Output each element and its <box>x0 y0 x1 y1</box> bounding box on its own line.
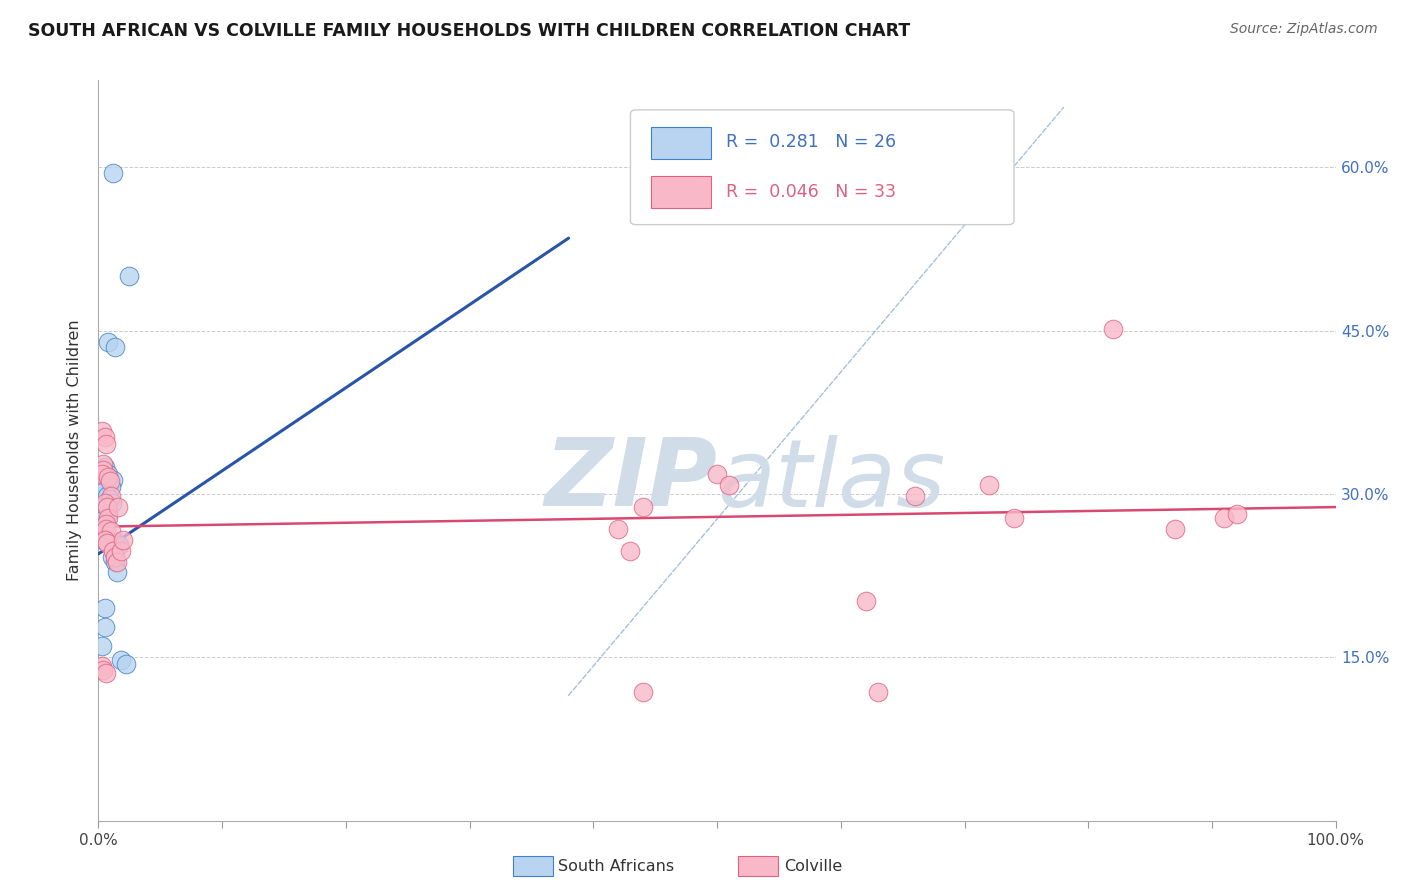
Point <box>105 555 128 569</box>
Point <box>93 601 115 615</box>
Point <box>1164 522 1187 536</box>
Point <box>96 500 118 514</box>
Point <box>96 536 118 550</box>
Point <box>103 473 125 487</box>
Point <box>108 538 131 552</box>
Point <box>93 511 115 525</box>
Point <box>107 500 129 514</box>
Point <box>105 566 128 580</box>
Point <box>904 489 927 503</box>
FancyBboxPatch shape <box>651 127 711 160</box>
Point <box>93 457 115 471</box>
Point <box>93 463 115 477</box>
Point <box>91 424 114 438</box>
Point <box>101 496 124 510</box>
FancyBboxPatch shape <box>651 176 711 209</box>
Point <box>103 543 125 558</box>
Text: SOUTH AFRICAN VS COLVILLE FAMILY HOUSEHOLDS WITH CHILDREN CORRELATION CHART: SOUTH AFRICAN VS COLVILLE FAMILY HOUSEHO… <box>28 22 910 40</box>
Point <box>631 500 654 514</box>
Point <box>1002 511 1025 525</box>
Point <box>97 511 120 525</box>
Text: Source: ZipAtlas.com: Source: ZipAtlas.com <box>1230 22 1378 37</box>
Point <box>100 489 122 503</box>
Point <box>93 533 115 547</box>
Point <box>97 469 120 483</box>
Point <box>112 533 135 547</box>
Point <box>100 481 122 495</box>
Point <box>93 620 115 634</box>
Point <box>103 550 125 565</box>
FancyBboxPatch shape <box>630 110 1014 225</box>
Point <box>101 550 124 565</box>
Point <box>855 593 877 607</box>
Point <box>979 478 1001 492</box>
Point <box>706 467 728 482</box>
Point <box>114 657 136 671</box>
Text: R =  0.046   N = 33: R = 0.046 N = 33 <box>725 183 896 201</box>
Point <box>619 543 641 558</box>
Point <box>103 166 125 180</box>
Point <box>93 459 115 474</box>
Point <box>93 664 115 678</box>
Point <box>110 652 132 666</box>
Point <box>98 492 121 507</box>
Point <box>94 522 117 536</box>
Point <box>94 478 117 492</box>
Point <box>97 467 120 482</box>
Point <box>91 500 114 514</box>
Point <box>94 665 117 680</box>
Point <box>110 543 132 558</box>
Point <box>93 496 115 510</box>
Point <box>91 640 114 654</box>
Point <box>97 507 120 521</box>
Point <box>91 659 114 673</box>
Point <box>104 535 127 549</box>
Point <box>118 269 141 284</box>
Point <box>94 517 117 532</box>
Point <box>93 533 115 547</box>
Point <box>97 334 120 349</box>
Point <box>98 474 121 488</box>
Point <box>96 489 118 503</box>
Point <box>1226 507 1249 521</box>
Point <box>94 437 117 451</box>
Point <box>93 430 115 444</box>
Point <box>100 524 122 538</box>
Point <box>1102 321 1125 335</box>
Point <box>718 478 741 492</box>
Point <box>631 685 654 699</box>
Point <box>103 340 125 354</box>
Point <box>866 685 889 699</box>
Point <box>91 467 114 482</box>
Text: South Africans: South Africans <box>558 859 675 873</box>
Point <box>1213 511 1236 525</box>
Text: Colville: Colville <box>785 859 842 873</box>
Point <box>607 522 630 536</box>
Point <box>103 555 125 569</box>
Text: atlas: atlas <box>717 434 945 525</box>
Text: R =  0.281   N = 26: R = 0.281 N = 26 <box>725 133 896 151</box>
Y-axis label: Family Households with Children: Family Households with Children <box>67 319 83 582</box>
Point <box>93 484 115 499</box>
Text: ZIP: ZIP <box>544 434 717 526</box>
